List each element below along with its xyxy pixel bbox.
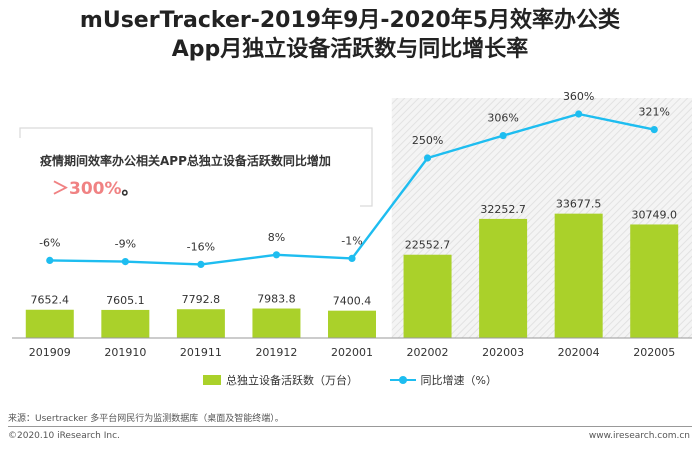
legend-item-bar: 总独立设备活跃数（万台）	[203, 372, 358, 388]
chart-title-line1: mUserTracker-2019年9月-2020年5月效率办公类	[79, 8, 621, 33]
legend-bar-label: 总独立设备活跃数（万台）	[226, 374, 359, 387]
annotation-text: 疫情期间效率办公相关APP总独立设备活跃数同比增加	[40, 154, 331, 168]
growth-label-201911: -16%	[187, 240, 215, 253]
x-tick-label-201912: 201912	[255, 346, 297, 359]
legend-line-swatch-icon	[389, 375, 416, 385]
bar-label-202001: 7400.4	[333, 295, 372, 308]
footer-divider	[8, 426, 692, 427]
x-tick-label-202004: 202004	[558, 346, 600, 359]
annotation-value-suffix: 。	[121, 179, 139, 199]
bar-label-201911: 7792.8	[182, 293, 221, 306]
growth-label-202003: 306%	[487, 112, 518, 125]
x-tick-label-202002: 202002	[407, 346, 449, 359]
annotation-frame	[19, 127, 373, 207]
x-tick-label-202003: 202003	[482, 346, 524, 359]
bar-202003	[479, 218, 528, 338]
copyright: ©2020.10 iResearch Inc.	[8, 431, 120, 441]
bar-label-202005: 30749.0	[631, 208, 677, 221]
annotation-box: 疫情期间效率办公相关APP总独立设备活跃数同比增加 ＞300%。	[20, 128, 375, 206]
growth-label-201912: 8%	[268, 231, 285, 244]
x-tick-label-202005: 202005	[633, 346, 675, 359]
bar-201912	[252, 308, 301, 338]
bar-label-202004: 33677.5	[556, 198, 602, 211]
bar-201909	[25, 309, 74, 338]
growth-point-202002	[423, 154, 432, 162]
chart-title: mUserTracker-2019年9月-2020年5月效率办公类 App月独立…	[0, 6, 700, 64]
bar-label-201910: 7605.1	[106, 294, 145, 307]
growth-label-202005: 321%	[638, 106, 669, 119]
growth-point-202003	[499, 132, 507, 140]
growth-label-202001: -1%	[341, 234, 362, 247]
x-tick-label-201910: 201910	[104, 346, 146, 359]
source-note: 来源：Usertracker 多平台网民行为监测数据库（桌面及智能终端）。	[8, 414, 284, 424]
x-tick-label-201911: 201911	[180, 346, 222, 359]
bar-201910	[101, 309, 150, 338]
bar-201911	[176, 309, 225, 338]
annotation-value: ＞300%。	[52, 174, 139, 199]
annotation-value-number: ＞300%	[52, 179, 122, 199]
bar-label-201912: 7983.8	[257, 293, 296, 306]
growth-point-202004	[575, 110, 583, 118]
website: www.iresearch.com.cn	[588, 431, 690, 441]
bar-label-202002: 22552.7	[405, 239, 451, 252]
chart-area: 201909 201910 201911 201912 202001 202002 2020…	[12, 90, 692, 359]
chart-legend: 总独立设备活跃数（万台） 同比增速（%）	[0, 372, 700, 388]
bar-202001	[328, 310, 376, 338]
legend-item-line: 同比增速（%）	[389, 372, 497, 388]
growth-point-202005	[650, 126, 658, 134]
chart-title-line2: App月独立设备活跃数与同比增长率	[171, 37, 529, 62]
legend-bar-swatch-icon	[203, 375, 222, 385]
growth-point-201909	[46, 256, 54, 264]
growth-point-201911	[197, 260, 205, 268]
bar-202005	[630, 224, 679, 338]
growth-label-201910: -9%	[115, 238, 136, 251]
bar-202002	[403, 254, 452, 338]
legend-line-label: 同比增速（%）	[420, 374, 497, 387]
growth-label-202002: 250%	[412, 134, 443, 147]
growth-point-201912	[272, 251, 281, 259]
growth-label-202004: 360%	[563, 90, 594, 103]
x-tick-label-201909: 201909	[29, 346, 71, 359]
bar-label-201909: 7652.4	[31, 294, 70, 307]
growth-point-202001	[348, 254, 356, 262]
growth-label-201909: -6%	[39, 236, 60, 249]
growth-point-201910	[121, 258, 129, 266]
bar-label-202003: 32252.7	[480, 203, 526, 216]
x-tick-label-202001: 202001	[331, 346, 373, 359]
bar-202004	[554, 213, 603, 338]
